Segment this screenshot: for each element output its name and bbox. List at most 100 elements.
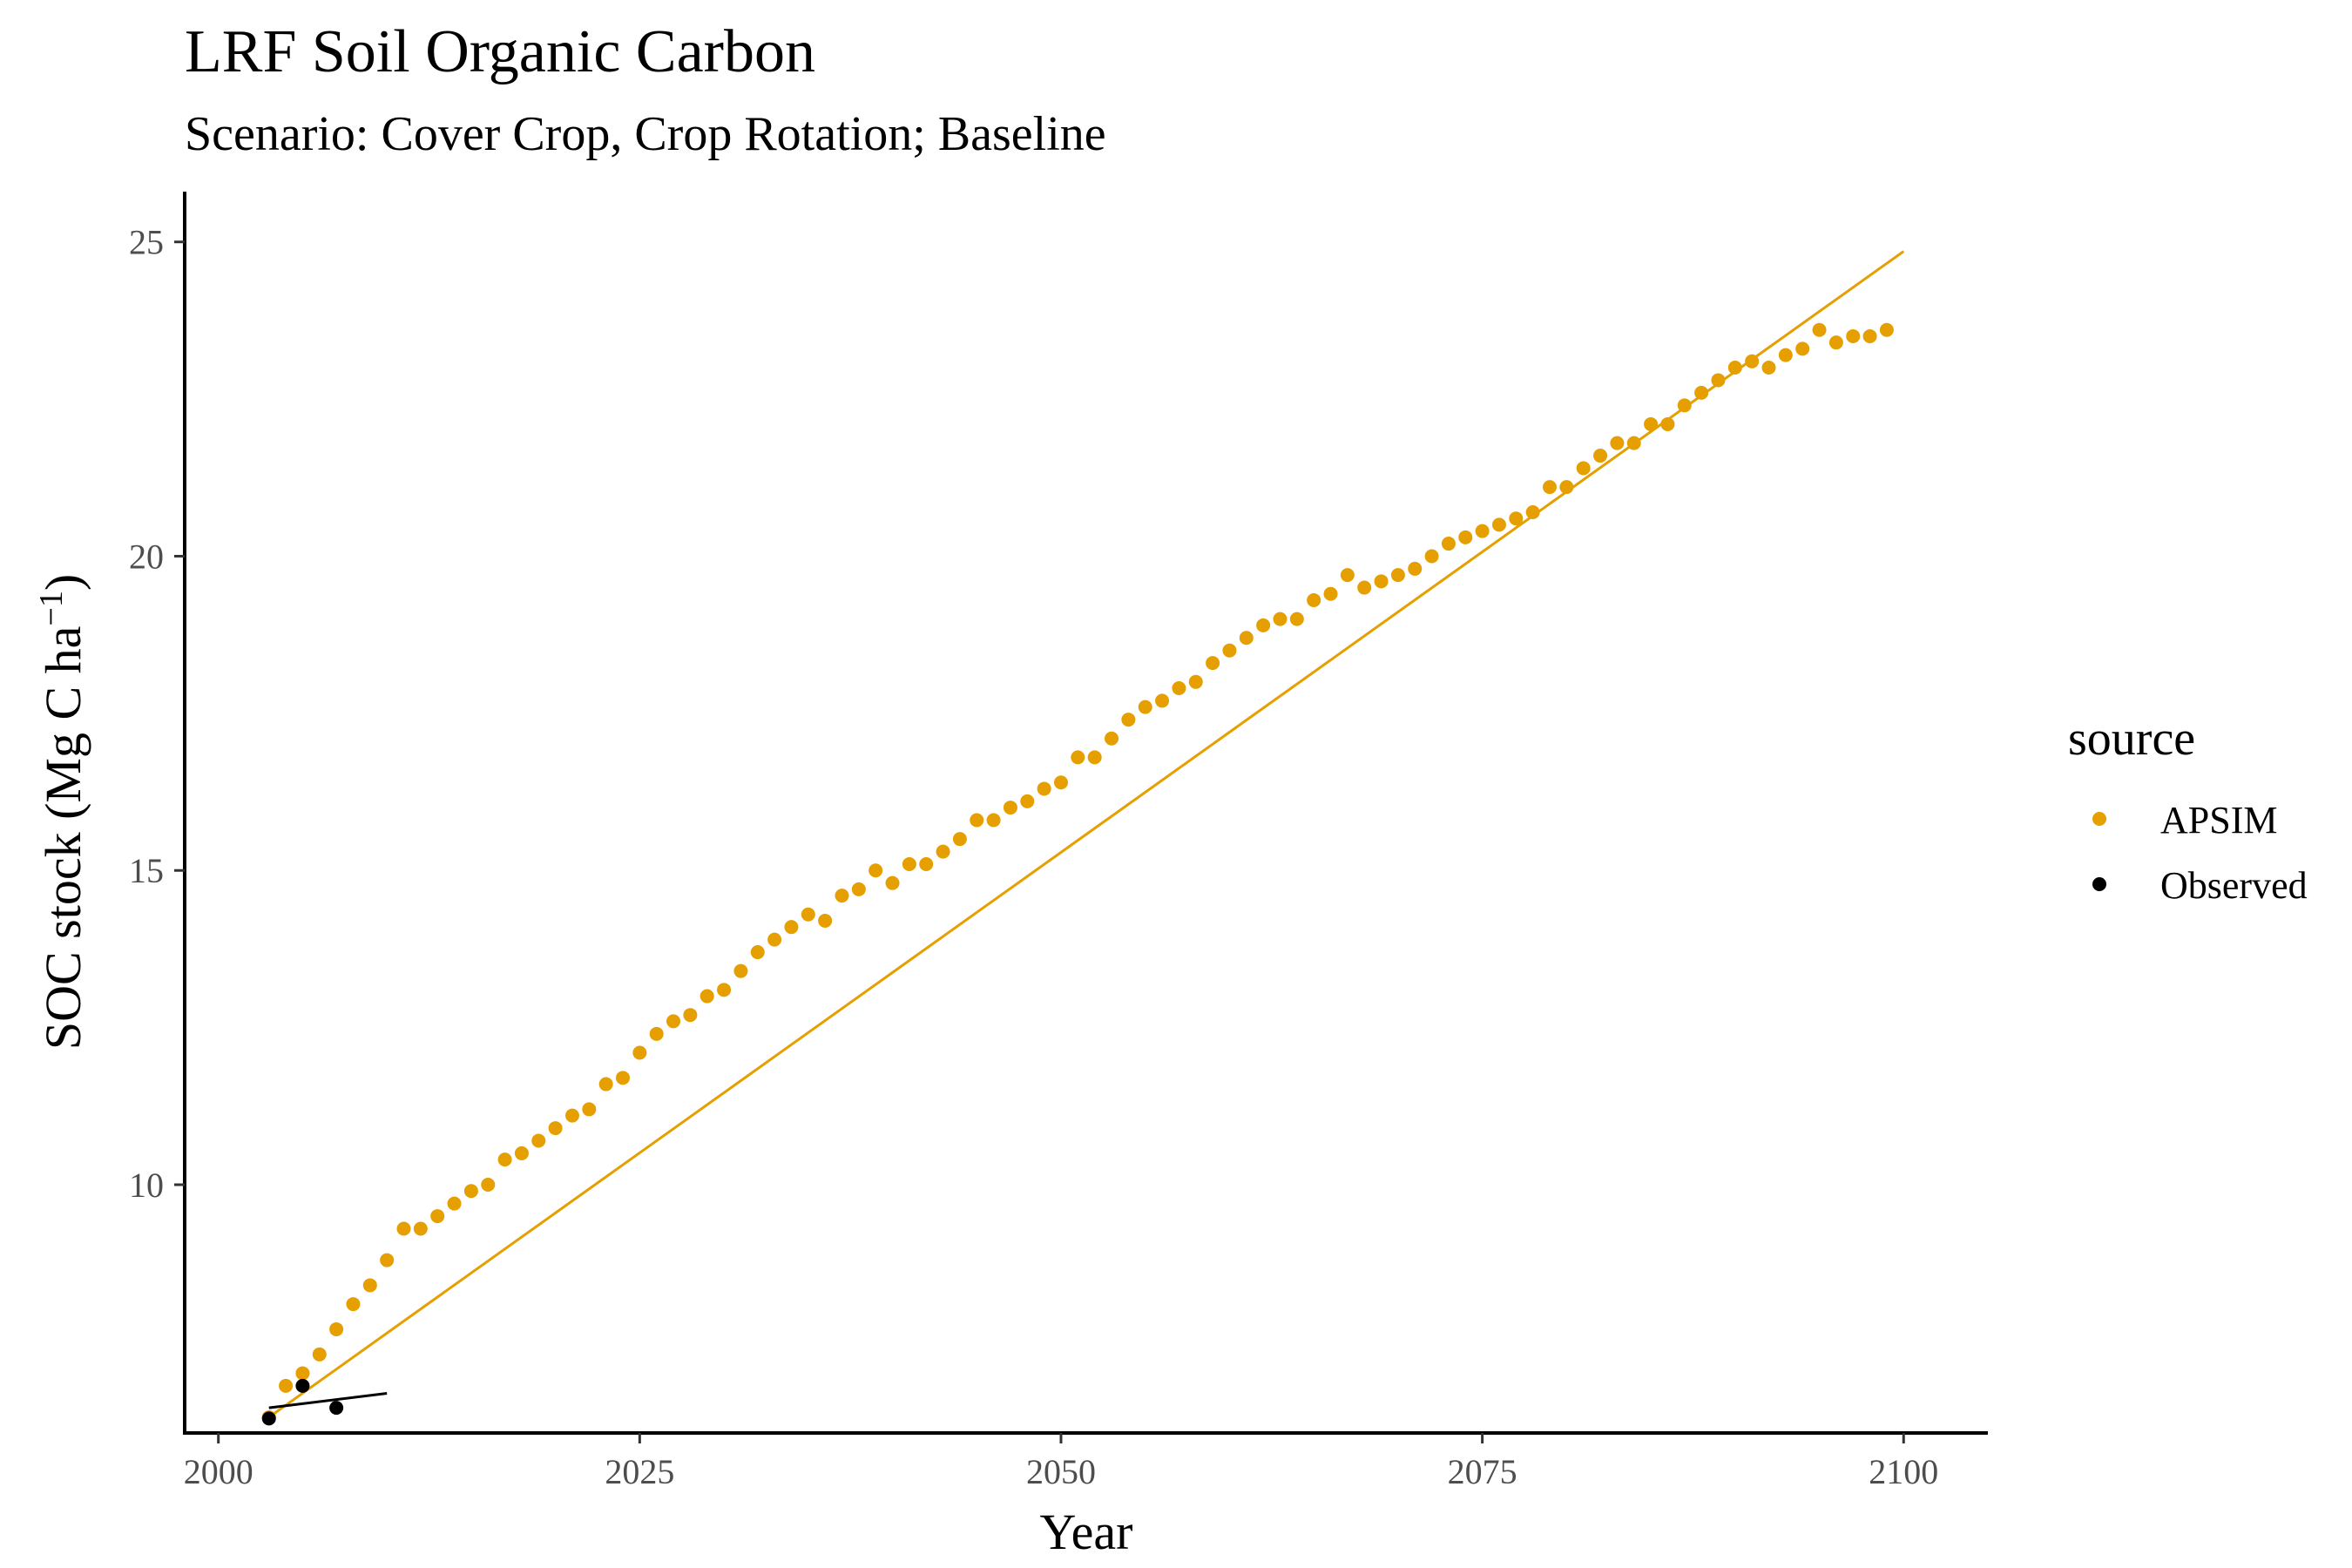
apsim-point xyxy=(564,1108,579,1123)
apsim-point xyxy=(279,1378,294,1393)
x-axis-title: Year xyxy=(1040,1504,1133,1560)
apsim-point xyxy=(952,832,967,847)
y-tick-label: 15 xyxy=(129,851,164,890)
apsim-point xyxy=(1644,416,1659,431)
apsim-point xyxy=(615,1071,630,1085)
chart-title: LRF Soil Organic Carbon xyxy=(185,18,815,85)
apsim-point xyxy=(497,1152,512,1167)
apsim-point xyxy=(1138,700,1152,714)
apsim-point xyxy=(767,932,782,947)
apsim-point xyxy=(649,1026,664,1041)
apsim-point xyxy=(1509,511,1524,526)
legend-label-observed: Observed xyxy=(2160,864,2308,907)
apsim-point xyxy=(1727,361,1742,375)
apsim-point xyxy=(1576,461,1591,476)
apsim-point xyxy=(1846,328,1861,343)
apsim-point xyxy=(919,857,934,872)
apsim-point xyxy=(1778,348,1793,362)
apsim-point xyxy=(1795,341,1810,356)
apsim-point xyxy=(885,875,900,890)
apsim-point xyxy=(430,1209,445,1224)
apsim-point xyxy=(1307,592,1321,607)
apsim-point xyxy=(970,813,984,828)
chart-subtitle: Scenario: Cover Crop, Crop Rotation; Bas… xyxy=(185,107,1106,161)
apsim-point xyxy=(1105,731,1119,746)
apsim-point xyxy=(531,1133,546,1148)
apsim-point xyxy=(868,863,883,878)
apsim-point xyxy=(346,1297,361,1312)
apsim-point xyxy=(936,844,950,859)
legend: source APSIM Observed xyxy=(2068,712,2308,907)
apsim-point xyxy=(1812,322,1827,337)
apsim-point xyxy=(801,907,815,922)
y-tick-label: 25 xyxy=(129,223,164,262)
apsim-point xyxy=(380,1253,395,1267)
apsim-point xyxy=(784,920,799,935)
observed-trend-line xyxy=(268,1392,388,1409)
apsim-point xyxy=(750,945,765,960)
x-ticks: 2000 2025 2050 2075 2100 xyxy=(184,1433,1938,1491)
apsim-point xyxy=(1828,335,1843,350)
apsim-trend-line xyxy=(267,250,1905,1419)
apsim-point xyxy=(1408,561,1423,576)
apsim-point xyxy=(1121,713,1136,727)
apsim-point xyxy=(329,1321,344,1336)
apsim-point xyxy=(1677,398,1692,413)
x-tick-label: 2025 xyxy=(605,1452,674,1491)
observed-point xyxy=(261,1411,276,1426)
apsim-point xyxy=(1660,416,1675,431)
x-tick-label: 2050 xyxy=(1026,1452,1096,1491)
apsim-point xyxy=(413,1221,428,1236)
x-tick-label: 2075 xyxy=(1448,1452,1517,1491)
legend-label-apsim: APSIM xyxy=(2160,799,2278,841)
apsim-point xyxy=(1239,631,1254,645)
apsim-point xyxy=(1862,328,1877,343)
apsim-point xyxy=(312,1347,327,1362)
apsim-point xyxy=(463,1184,478,1199)
apsim-point xyxy=(986,813,1001,828)
observed-point xyxy=(295,1378,310,1393)
y-tick-label: 10 xyxy=(129,1166,164,1205)
apsim-point xyxy=(1458,530,1473,544)
apsim-point xyxy=(1525,504,1540,519)
y-axis-title: SOC stock (Mg C ha−1) xyxy=(33,574,91,1050)
apsim-point xyxy=(1256,618,1271,632)
apsim-point xyxy=(733,963,748,978)
apsim-point xyxy=(1037,781,1051,796)
apsim-point xyxy=(851,882,866,896)
legend-title: source xyxy=(2068,712,2195,766)
apsim-point xyxy=(1543,480,1558,495)
apsim-point xyxy=(1155,693,1170,708)
apsim-point xyxy=(1273,612,1288,626)
y-tick-label: 20 xyxy=(129,537,164,576)
apsim-point xyxy=(1491,517,1506,532)
apsim-point xyxy=(835,889,849,903)
apsim-point xyxy=(1441,537,1456,551)
apsim-point xyxy=(1475,524,1490,538)
apsim-point xyxy=(481,1178,496,1192)
apsim-point xyxy=(548,1121,563,1136)
apsim-point xyxy=(1390,568,1405,583)
apsim-point xyxy=(683,1008,698,1023)
apsim-point xyxy=(1711,373,1726,388)
legend-key-observed xyxy=(2092,877,2106,891)
apsim-point xyxy=(818,913,833,928)
apsim-point xyxy=(396,1221,411,1236)
apsim-point xyxy=(1761,361,1776,375)
apsim-point xyxy=(902,857,916,872)
apsim-point xyxy=(1879,322,1894,337)
x-tick-label: 2100 xyxy=(1869,1452,1938,1491)
apsim-point xyxy=(1610,436,1625,450)
apsim-point xyxy=(582,1102,597,1117)
apsim-point xyxy=(1424,549,1439,564)
apsim-point xyxy=(1071,750,1085,765)
plot-area xyxy=(261,250,1905,1426)
apsim-point xyxy=(1374,574,1389,589)
y-ticks: 10 15 20 25 xyxy=(129,223,185,1205)
apsim-point xyxy=(362,1278,377,1293)
apsim-point xyxy=(1053,775,1068,790)
apsim-point xyxy=(514,1146,529,1160)
apsim-point xyxy=(717,983,732,997)
apsim-point xyxy=(1020,794,1035,808)
